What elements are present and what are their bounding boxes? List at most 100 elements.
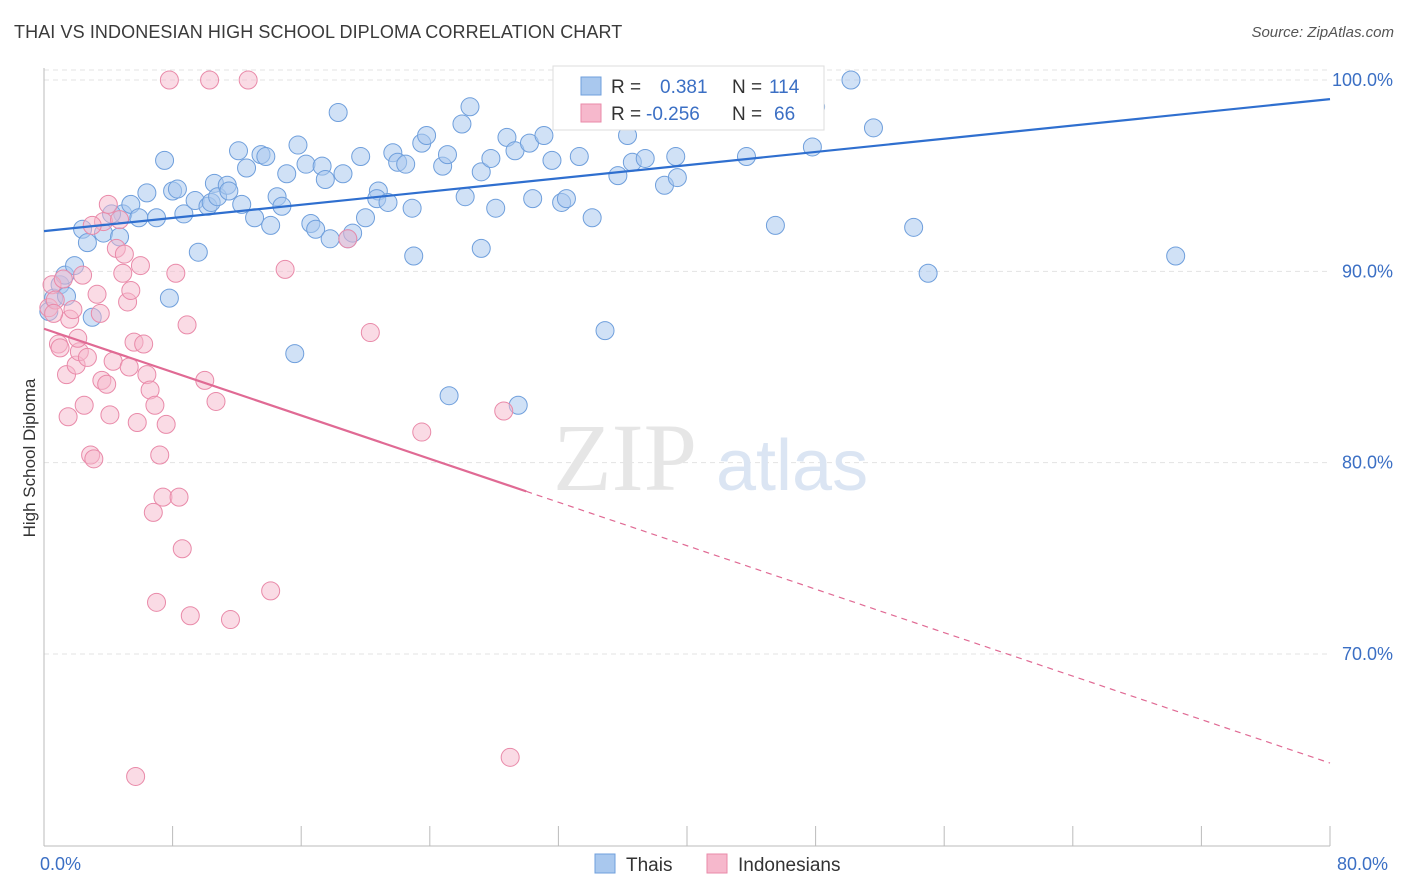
indonesian-point — [338, 229, 358, 249]
bottom-legend-label-indonesian: Indonesians — [738, 855, 840, 876]
indonesian-point — [44, 303, 64, 323]
thai-point — [904, 217, 924, 237]
thai-point — [635, 148, 655, 168]
thai-point — [542, 150, 562, 170]
thai-point — [404, 246, 424, 266]
thai-point — [232, 194, 252, 214]
bottom-legend-label-thai: Thais — [626, 855, 672, 876]
thai-point — [481, 148, 501, 168]
thai-point — [402, 198, 422, 218]
thai-point — [237, 158, 257, 178]
thai-point — [765, 215, 785, 235]
thai-point — [320, 229, 340, 249]
thai-point — [523, 189, 543, 209]
thai-point — [452, 114, 472, 134]
indonesian-point — [143, 502, 163, 522]
indonesian-point — [147, 592, 167, 612]
indonesian-point — [74, 395, 94, 415]
thai-point — [918, 263, 938, 283]
thai-point — [77, 233, 97, 253]
indonesian-point — [159, 70, 179, 90]
thai-point — [174, 204, 194, 224]
indonesian-point — [166, 263, 186, 283]
indonesian-point — [113, 263, 133, 283]
indonesian-point — [114, 244, 134, 264]
thai-point — [486, 198, 506, 218]
thai-point — [277, 164, 297, 184]
indonesian-point — [206, 391, 226, 411]
indonesian-point — [121, 280, 141, 300]
indonesian-point — [110, 210, 130, 230]
indonesian-point — [84, 449, 104, 469]
y-tick-label: 70.0% — [1342, 644, 1393, 664]
thai-point — [471, 238, 491, 258]
indonesian-point — [200, 70, 220, 90]
indonesian-point — [275, 259, 295, 279]
legend-swatch-thai — [580, 76, 602, 96]
thai-point — [167, 179, 187, 199]
indonesian-point — [63, 300, 83, 320]
legend-n-label-indonesian: N = — [732, 104, 762, 125]
stats-legend: R = 0.381 N = 114 R = -0.256 N = 66 — [552, 65, 825, 131]
watermark-atlas: atlas — [716, 426, 868, 506]
indonesian-point — [100, 405, 120, 425]
thai-point — [595, 321, 615, 341]
x-tick-label-max: 80.0% — [1337, 854, 1388, 874]
thai-point — [147, 208, 167, 228]
indonesian-point — [126, 766, 146, 786]
legend-swatch-indonesian — [580, 103, 602, 123]
source-note: Source: ZipAtlas.com — [1251, 24, 1394, 41]
thai-trend-line — [43, 98, 1331, 233]
thai-point — [188, 242, 208, 262]
thai-point — [229, 141, 249, 161]
thai-point — [534, 125, 554, 145]
indonesian-point — [134, 334, 154, 354]
indonesian-point — [360, 323, 380, 343]
indonesian-point — [412, 422, 432, 442]
indonesian-point — [169, 487, 189, 507]
thai-point — [736, 147, 756, 167]
thai-point — [333, 164, 353, 184]
y-axis-label: High School Diploma — [20, 378, 39, 537]
bottom-legend-swatch-indonesian — [706, 853, 728, 874]
indonesian-point — [500, 747, 520, 767]
legend-r-label-thai: R = — [611, 77, 641, 98]
thai-point — [471, 162, 491, 182]
indonesian-point — [127, 412, 147, 432]
indonesian-trend-line-extension — [526, 490, 1331, 764]
x-axis-ticks — [43, 826, 1331, 846]
thai-point — [296, 154, 316, 174]
thai-point — [569, 147, 589, 167]
legend-n-value-indonesian: 66 — [774, 104, 795, 125]
legend-r-value-indonesian: -0.256 — [646, 104, 700, 125]
legend-r-label-indonesian: R = — [611, 104, 641, 125]
thai-point — [667, 168, 687, 188]
indonesian-points — [39, 70, 520, 786]
indonesian-point — [87, 284, 107, 304]
thai-point — [137, 183, 157, 203]
series-legend: Thais Indonesians — [594, 853, 840, 876]
indonesian-point — [172, 539, 192, 559]
y-tick-label: 90.0% — [1342, 261, 1393, 281]
thai-point — [841, 70, 861, 90]
chart-title: THAI VS INDONESIAN HIGH SCHOOL DIPLOMA C… — [14, 22, 623, 42]
indonesian-point — [494, 401, 514, 421]
indonesian-point — [130, 256, 150, 276]
indonesian-point — [220, 610, 240, 630]
thai-point — [288, 135, 308, 155]
thai-point — [396, 154, 416, 174]
thai-point — [219, 181, 239, 201]
thai-point — [455, 187, 475, 207]
thai-point — [356, 208, 375, 228]
thai-point — [261, 215, 281, 235]
thai-point — [129, 208, 149, 228]
thai-point — [460, 97, 480, 117]
thai-point — [351, 147, 371, 167]
indonesian-point — [145, 395, 165, 415]
indonesian-point — [153, 487, 173, 507]
thai-point — [582, 208, 602, 228]
indonesian-point — [90, 303, 110, 323]
thai-point — [256, 147, 276, 167]
thai-point — [417, 125, 437, 145]
